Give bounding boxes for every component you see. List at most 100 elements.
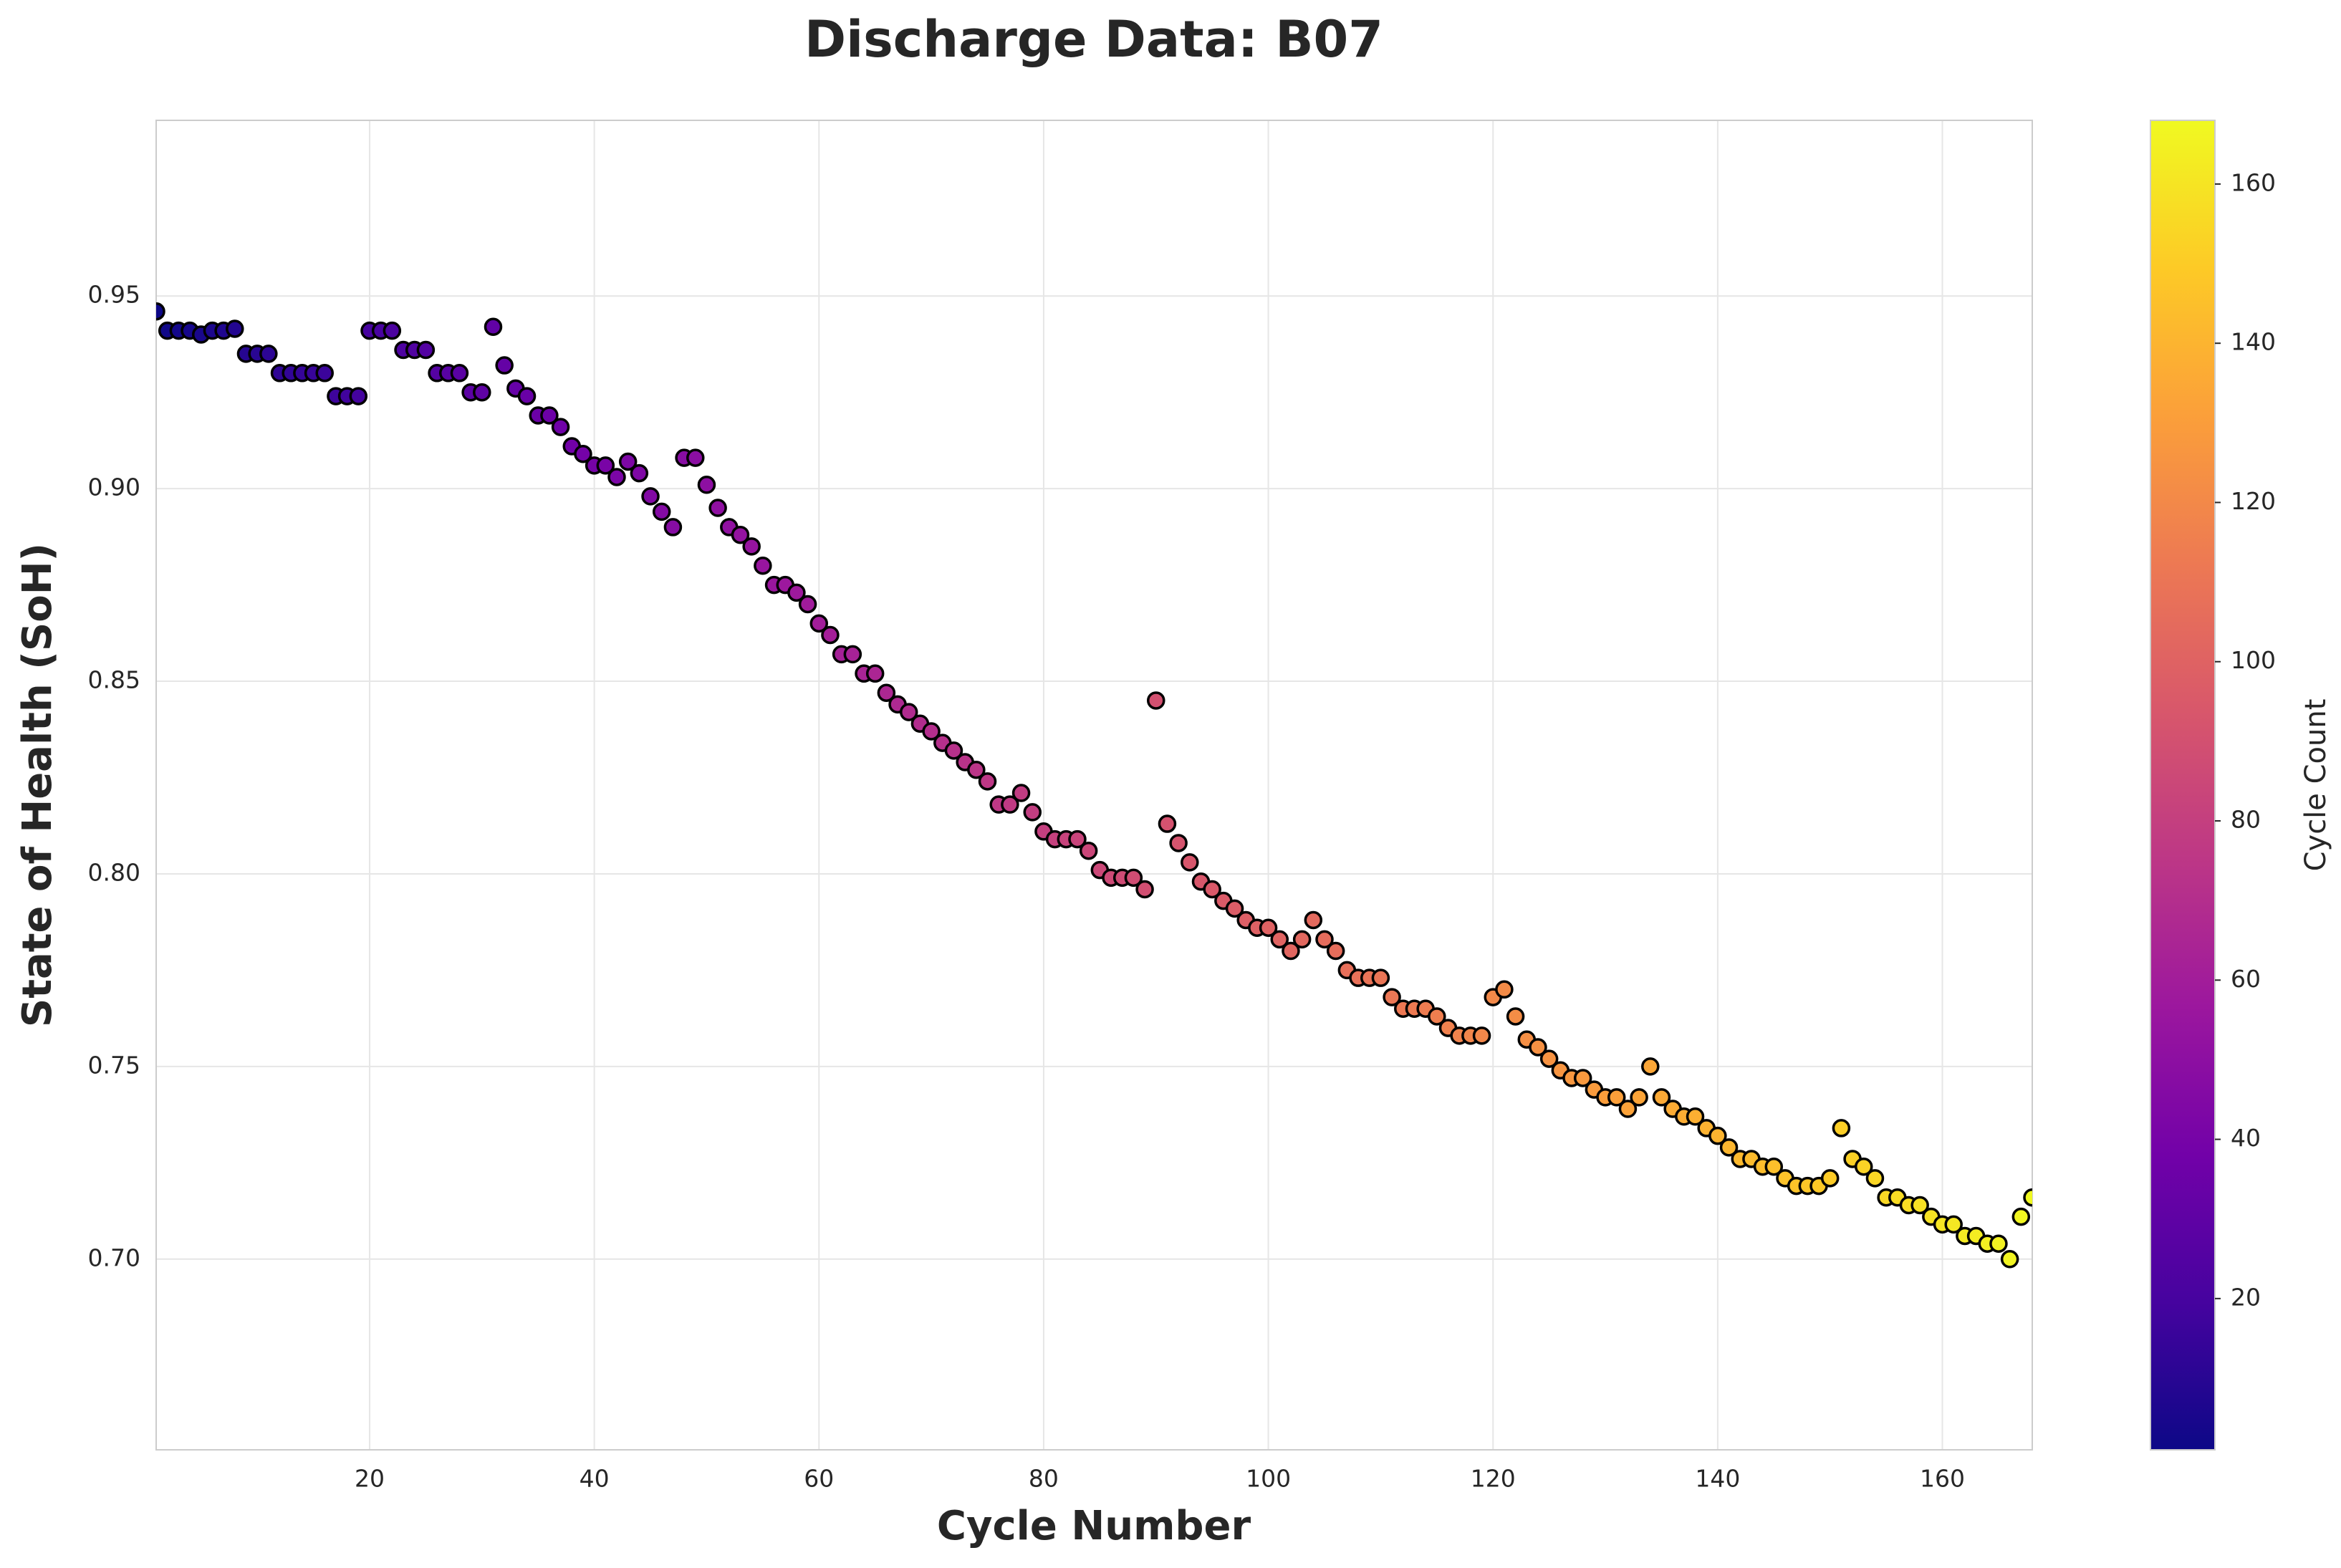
colorbar-tick-label: 100 — [2231, 646, 2276, 674]
point — [754, 556, 772, 575]
point — [484, 317, 503, 337]
point — [809, 614, 829, 633]
point — [517, 387, 537, 405]
point — [607, 468, 626, 486]
point — [450, 364, 469, 383]
point — [1169, 834, 1188, 852]
point — [551, 418, 570, 436]
point — [315, 364, 334, 383]
points — [156, 302, 2032, 1269]
x-tick-label: 60 — [804, 1465, 834, 1493]
point — [1506, 1007, 1525, 1026]
point — [1618, 1100, 1638, 1118]
point — [1371, 968, 1390, 987]
point — [1529, 1038, 1547, 1057]
point — [843, 645, 862, 664]
point — [877, 683, 896, 702]
x-axis-label: Cycle Number — [937, 1503, 1251, 1549]
point — [1326, 941, 1345, 961]
x-tick-label: 160 — [1920, 1465, 1965, 1493]
point — [1630, 1088, 1648, 1107]
point — [618, 452, 638, 471]
point — [1124, 868, 1143, 888]
point — [1135, 880, 1154, 899]
x-tick-label: 20 — [355, 1465, 385, 1493]
point — [798, 595, 817, 614]
point — [1158, 814, 1177, 833]
point — [259, 345, 278, 363]
colorbar — [2150, 120, 2216, 1451]
y-axis-label: State of Health (SoH) — [14, 543, 61, 1027]
point — [1011, 784, 1031, 802]
y-tick-label: 0.75 — [88, 1051, 140, 1079]
point — [1708, 1126, 1727, 1145]
point — [1832, 1119, 1851, 1137]
point — [1686, 1107, 1705, 1126]
point — [1282, 941, 1300, 961]
point — [1079, 841, 1098, 860]
y-tick-label: 0.80 — [88, 858, 140, 886]
point — [2011, 1207, 2031, 1226]
point — [1068, 829, 1087, 849]
point — [697, 476, 716, 494]
point — [1472, 1026, 1491, 1045]
point — [1573, 1069, 1592, 1087]
colorbar-label: Cycle Count — [2299, 699, 2332, 872]
colorbar-tick-label: 40 — [2231, 1124, 2261, 1152]
point — [574, 444, 592, 463]
point — [663, 518, 683, 537]
point — [922, 722, 941, 741]
colorbar-tick-label: 120 — [2231, 487, 2276, 515]
point — [226, 319, 244, 338]
colorbar-tick-label: 80 — [2231, 806, 2261, 834]
x-tick-label: 100 — [1246, 1465, 1291, 1493]
point — [1270, 930, 1289, 949]
point — [2023, 1188, 2032, 1207]
point — [1001, 795, 1019, 814]
plot-frame — [155, 120, 2033, 1451]
point — [1495, 980, 1514, 999]
point — [1023, 803, 1042, 822]
point — [865, 664, 885, 683]
point — [821, 625, 840, 645]
colorbar-tick-label: 20 — [2231, 1283, 2261, 1311]
point — [1315, 930, 1334, 949]
point — [787, 583, 806, 602]
point — [1304, 910, 1323, 930]
point — [708, 499, 727, 517]
colorbar-tick-label: 160 — [2231, 168, 2276, 196]
point — [1428, 1007, 1446, 1026]
point — [1652, 1088, 1671, 1107]
point — [1181, 853, 1199, 872]
point — [1203, 880, 1221, 899]
point — [686, 448, 705, 467]
point — [1641, 1057, 1660, 1076]
point — [1147, 691, 1165, 710]
point — [652, 502, 671, 521]
x-tick-label: 40 — [580, 1465, 610, 1493]
point — [1607, 1088, 1626, 1107]
point — [1910, 1196, 1929, 1215]
point — [416, 340, 436, 360]
colorbar-tick-label: 60 — [2231, 965, 2261, 993]
point — [1764, 1157, 1784, 1176]
point — [899, 703, 918, 721]
point — [944, 741, 963, 760]
point — [1259, 918, 1278, 938]
x-tick-label: 80 — [1029, 1465, 1059, 1493]
point — [1539, 1049, 1559, 1068]
y-tick-label: 0.95 — [88, 281, 140, 309]
point — [731, 525, 750, 544]
point — [540, 406, 559, 425]
chart-title: Discharge Data: B07 — [804, 10, 1383, 69]
point — [156, 302, 165, 321]
point — [1719, 1138, 1739, 1157]
point — [967, 761, 986, 779]
point — [1944, 1215, 1963, 1234]
point — [596, 456, 615, 475]
point — [641, 487, 660, 506]
point — [1855, 1157, 1873, 1176]
y-tick-label: 0.70 — [88, 1244, 140, 1271]
point — [742, 537, 761, 556]
